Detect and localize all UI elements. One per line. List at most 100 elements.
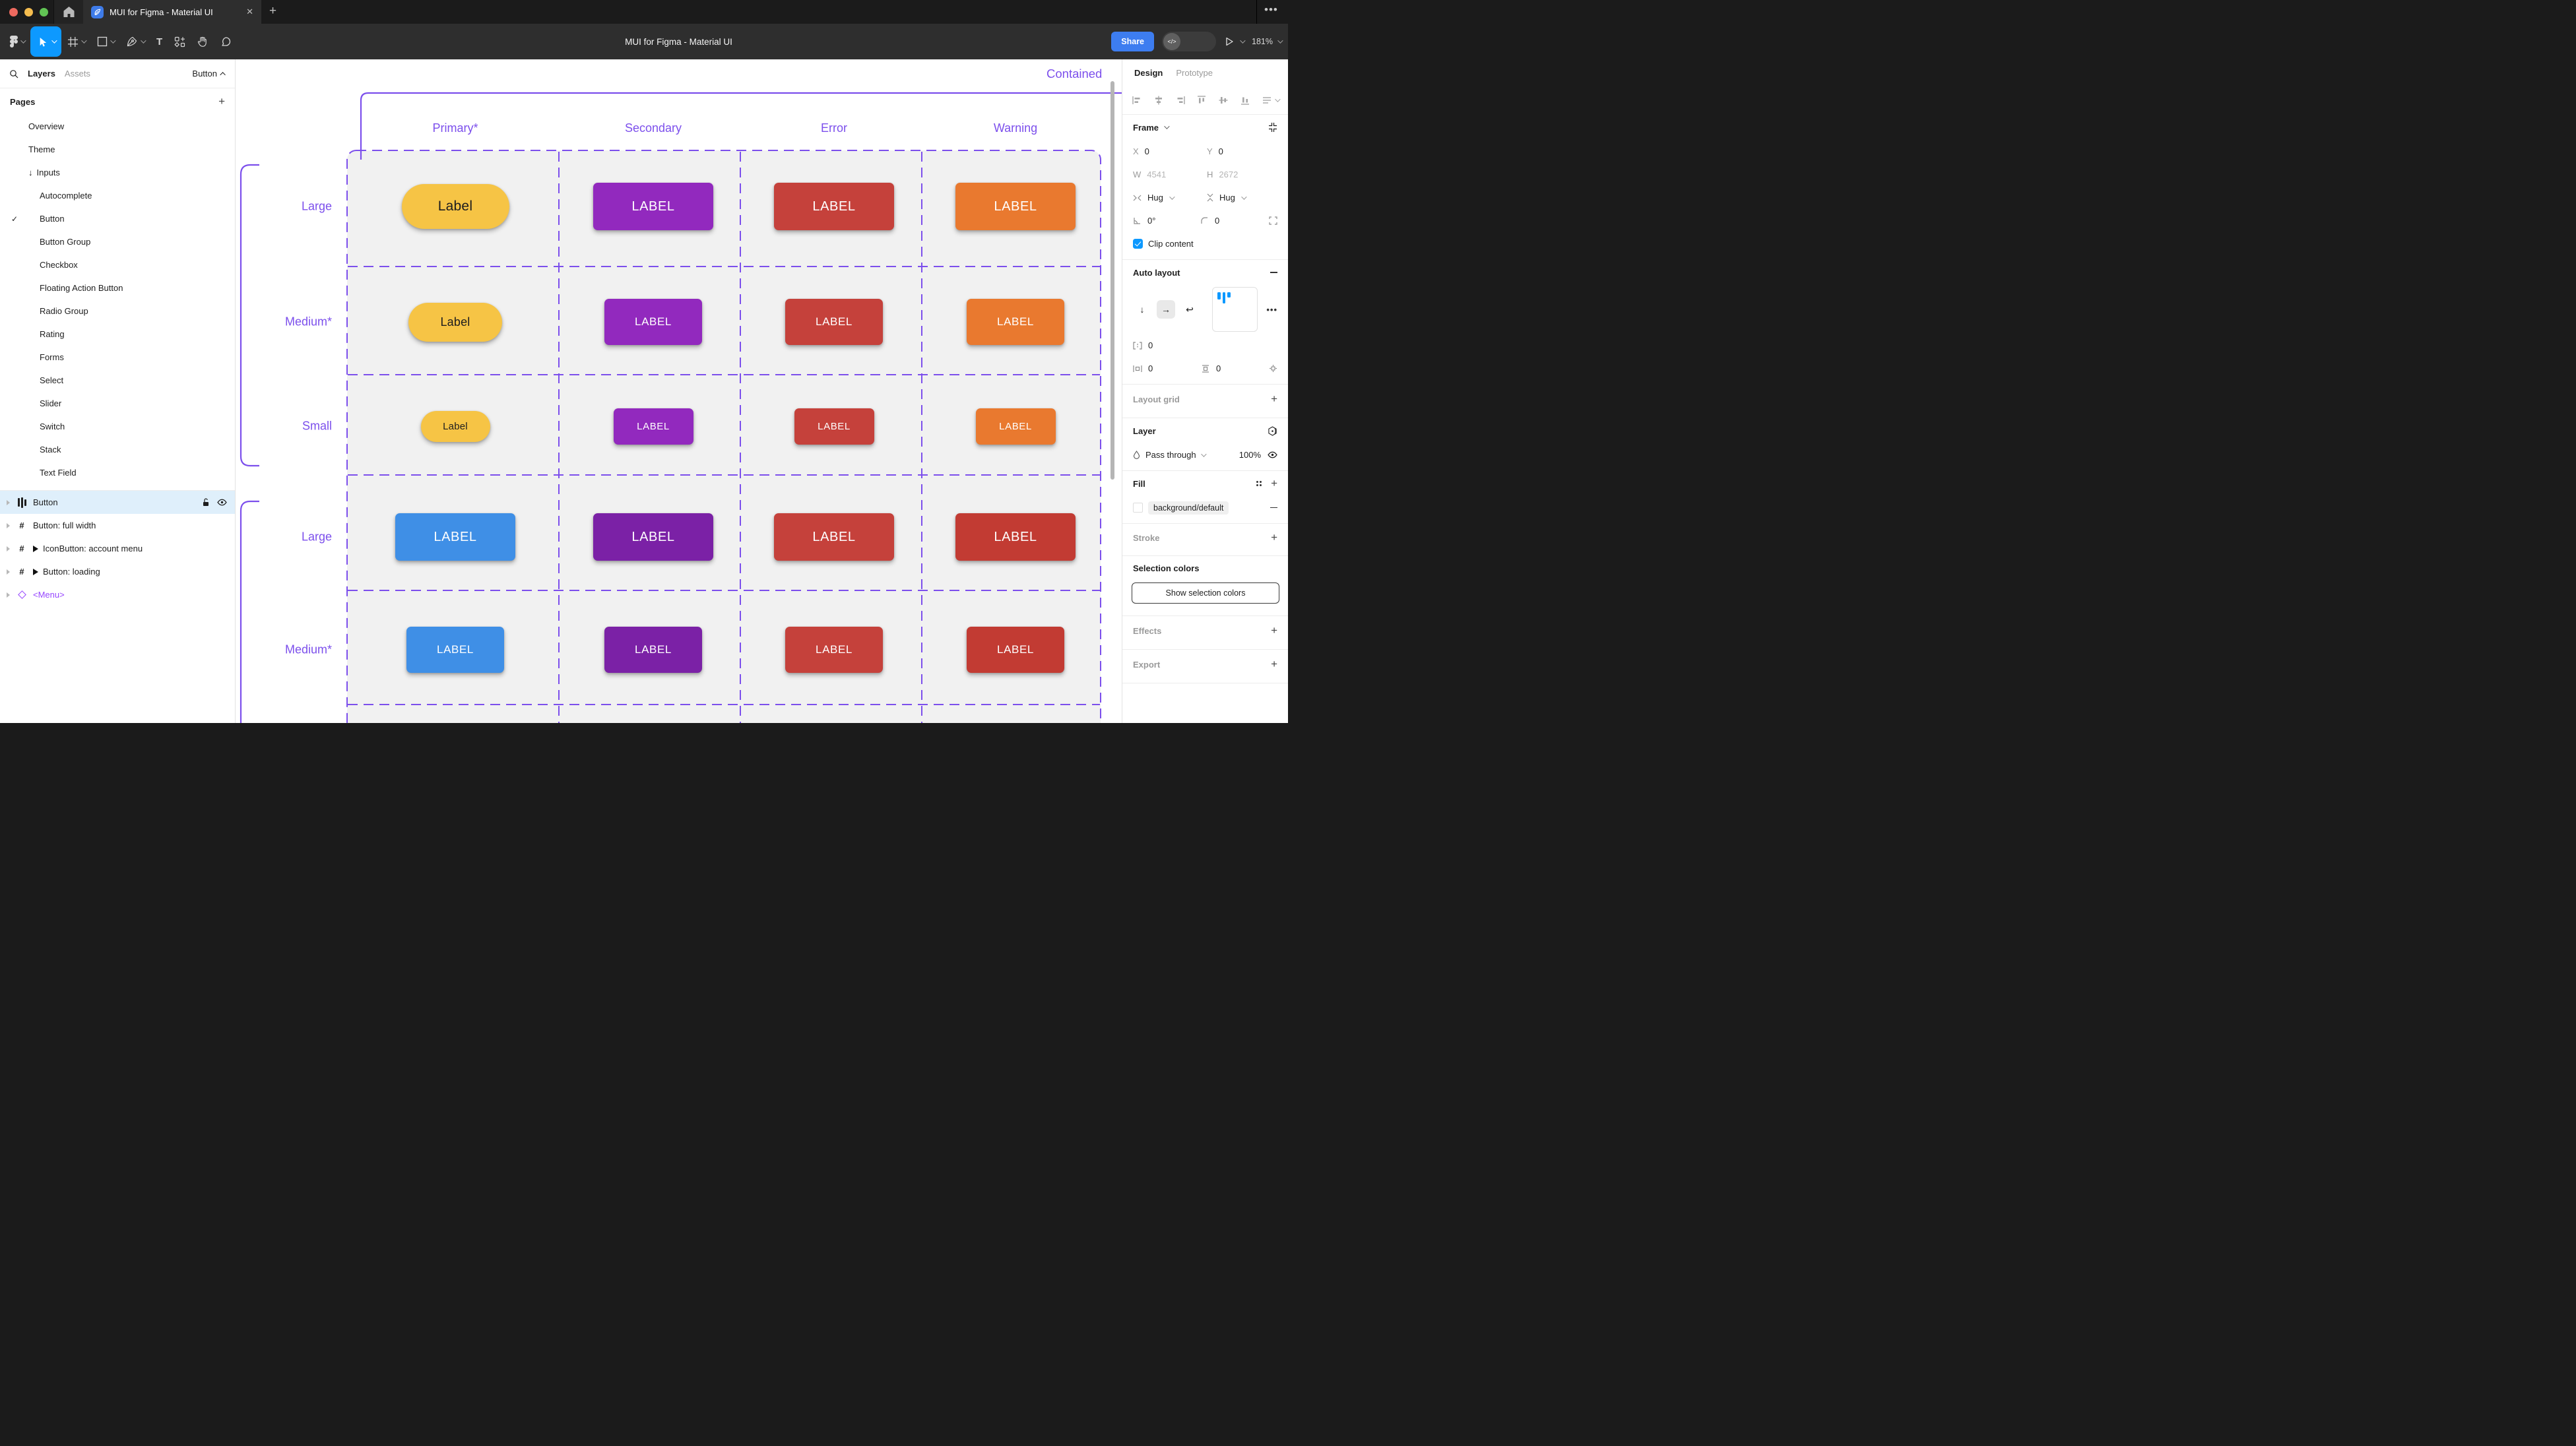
canvas-button[interactable]: Label bbox=[401, 184, 509, 229]
frame-tool-button[interactable] bbox=[61, 26, 91, 57]
remove-auto-layout-button[interactable] bbox=[1270, 272, 1277, 273]
main-menu-button[interactable] bbox=[4, 26, 30, 57]
sidebar-page-slider[interactable]: Slider bbox=[0, 392, 235, 415]
canvas-button[interactable]: Label bbox=[420, 410, 490, 442]
layout-direction-horizontal[interactable]: → bbox=[1157, 300, 1175, 319]
disclosure-caret-icon[interactable] bbox=[7, 569, 10, 575]
layout-wrap[interactable]: ↩ bbox=[1186, 303, 1194, 315]
sidebar-page-overview[interactable]: Overview bbox=[0, 115, 235, 138]
align-left-icon[interactable] bbox=[1132, 95, 1142, 106]
dev-mode-toggle[interactable]: </> bbox=[1162, 32, 1217, 51]
add-fill-button[interactable]: + bbox=[1271, 477, 1277, 489]
canvas-button[interactable]: Label bbox=[408, 302, 502, 342]
vertical-resizing-dropdown[interactable]: Hug bbox=[1207, 193, 1275, 203]
align-horizontal-center-icon[interactable] bbox=[1153, 95, 1164, 106]
tab-close-icon[interactable]: ✕ bbox=[246, 7, 253, 16]
add-export-button[interactable]: + bbox=[1271, 658, 1277, 670]
canvas-button[interactable]: LABEL bbox=[785, 299, 883, 345]
visibility-eye-icon[interactable] bbox=[217, 499, 227, 506]
layer-row[interactable]: <Menu> bbox=[0, 583, 235, 606]
canvas[interactable]: Contained Primary* Secondary Error Warning L… bbox=[236, 59, 1122, 723]
present-button[interactable] bbox=[1224, 36, 1246, 47]
fill-color-swatch[interactable] bbox=[1133, 503, 1143, 513]
sidebar-page-forms[interactable]: Forms bbox=[0, 346, 235, 369]
canvas-button[interactable]: LABEL bbox=[955, 513, 1076, 561]
tab-layers[interactable]: Layers bbox=[28, 69, 55, 79]
disclosure-caret-icon[interactable] bbox=[7, 546, 10, 551]
disclosure-caret-icon[interactable] bbox=[7, 499, 10, 505]
distribute-menu[interactable] bbox=[1262, 95, 1281, 106]
hand-tool-button[interactable] bbox=[191, 26, 214, 57]
canvas-button[interactable]: LABEL bbox=[967, 627, 1064, 673]
canvas-scrollbar[interactable] bbox=[1111, 81, 1114, 480]
sidebar-page-checkbox[interactable]: Checkbox bbox=[0, 253, 235, 276]
canvas-button[interactable]: LABEL bbox=[955, 183, 1076, 230]
zoom-window-button[interactable] bbox=[40, 8, 48, 16]
layer-row[interactable]: # Button: full width bbox=[0, 514, 235, 537]
frame-title[interactable]: Contained bbox=[1046, 67, 1103, 80]
share-button[interactable]: Share bbox=[1111, 32, 1155, 51]
sidebar-page-select[interactable]: Select bbox=[0, 369, 235, 392]
layer-row[interactable]: Button bbox=[0, 491, 235, 514]
blend-mode-dropdown[interactable]: Pass through bbox=[1145, 450, 1207, 460]
layer-opacity-field[interactable]: 100% bbox=[1239, 450, 1261, 460]
layout-direction-vertical[interactable]: ↓ bbox=[1140, 304, 1145, 315]
sidebar-page-button-group[interactable]: Button Group bbox=[0, 230, 235, 253]
horizontal-padding-field[interactable]: 0 bbox=[1133, 363, 1196, 373]
independent-padding-icon[interactable] bbox=[1269, 364, 1277, 373]
canvas-button[interactable]: LABEL bbox=[774, 183, 894, 230]
canvas-button[interactable]: LABEL bbox=[593, 183, 713, 230]
corner-radius-field[interactable]: 0 bbox=[1201, 216, 1264, 226]
document-tab[interactable]: MUI for Figma - Material UI ✕ bbox=[83, 0, 261, 24]
canvas-button[interactable]: LABEL bbox=[975, 408, 1056, 445]
remove-fill-button[interactable] bbox=[1270, 507, 1277, 509]
tab-prototype[interactable]: Prototype bbox=[1176, 67, 1213, 78]
add-layout-grid-button[interactable]: + bbox=[1271, 393, 1277, 405]
sidebar-page-autocomplete[interactable]: Autocomplete bbox=[0, 184, 235, 207]
canvas-button[interactable]: LABEL bbox=[395, 513, 515, 561]
auto-layout-more-button[interactable]: ••• bbox=[1266, 304, 1277, 315]
sidebar-page-rating[interactable]: Rating bbox=[0, 323, 235, 346]
tab-assets[interactable]: Assets bbox=[64, 69, 90, 79]
fill-style-name[interactable]: background/default bbox=[1148, 501, 1229, 515]
canvas-button[interactable]: LABEL bbox=[967, 299, 1064, 345]
frame-type-dropdown[interactable]: Frame bbox=[1133, 123, 1170, 133]
unlock-icon[interactable] bbox=[202, 498, 210, 507]
canvas-button[interactable]: LABEL bbox=[604, 627, 702, 673]
height-field[interactable]: H 2672 bbox=[1207, 170, 1239, 179]
sidebar-page-radio-group[interactable]: Radio Group bbox=[0, 299, 235, 323]
alignment-widget[interactable] bbox=[1212, 287, 1258, 332]
blend-mode-icon[interactable] bbox=[1268, 425, 1277, 436]
sidebar-page-theme[interactable]: Theme bbox=[0, 138, 235, 161]
sidebar-page-stack[interactable]: Stack bbox=[0, 438, 235, 461]
disclosure-caret-icon[interactable] bbox=[7, 522, 10, 528]
width-field[interactable]: W 4541 bbox=[1133, 170, 1167, 179]
comment-tool-button[interactable] bbox=[214, 26, 238, 57]
layer-row[interactable]: # Button: loading bbox=[0, 560, 235, 583]
canvas-button[interactable]: LABEL bbox=[593, 513, 713, 561]
sidebar-page-switch[interactable]: Switch bbox=[0, 415, 235, 438]
add-stroke-button[interactable]: + bbox=[1271, 531, 1277, 544]
sidebar-page-floating-action-button[interactable]: Floating Action Button bbox=[0, 276, 235, 299]
sidebar-page-inputs[interactable]: ↓ Inputs bbox=[0, 161, 235, 184]
canvas-button[interactable]: LABEL bbox=[406, 627, 504, 673]
page-selector[interactable]: Button bbox=[192, 69, 226, 79]
align-vertical-center-icon[interactable] bbox=[1218, 95, 1229, 106]
shape-tool-button[interactable] bbox=[91, 26, 120, 57]
add-effect-button[interactable]: + bbox=[1271, 624, 1277, 637]
align-bottom-icon[interactable] bbox=[1240, 95, 1250, 106]
resources-tool-button[interactable] bbox=[168, 26, 191, 57]
layer-row[interactable]: # IconButton: account menu bbox=[0, 537, 235, 560]
move-tool-button[interactable] bbox=[30, 26, 61, 57]
add-page-button[interactable]: + bbox=[218, 95, 225, 108]
sidebar-page-button[interactable]: ✓ Button bbox=[0, 207, 235, 230]
canvas-button[interactable]: LABEL bbox=[794, 408, 874, 445]
horizontal-resizing-dropdown[interactable]: Hug bbox=[1133, 193, 1202, 203]
text-tool-button[interactable]: T bbox=[150, 26, 168, 57]
show-selection-colors-button[interactable]: Show selection colors bbox=[1132, 582, 1279, 604]
minimize-window-button[interactable] bbox=[24, 8, 33, 16]
layer-visibility-icon[interactable] bbox=[1268, 451, 1277, 458]
fill-styles-icon[interactable] bbox=[1256, 480, 1262, 487]
